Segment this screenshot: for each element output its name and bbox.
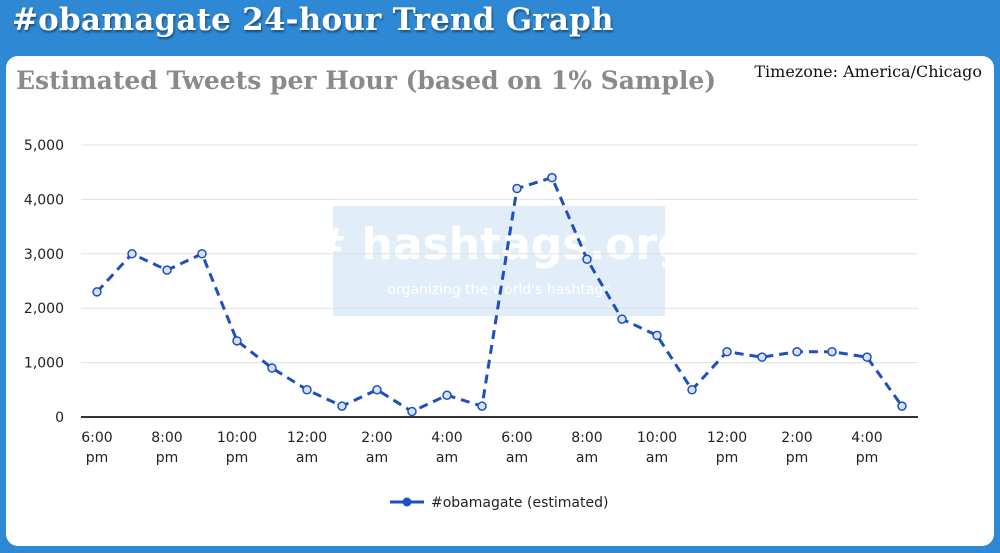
data-point	[897, 401, 907, 411]
data-point	[582, 254, 592, 264]
x-tick-label-suffix: pm	[86, 450, 109, 466]
y-axis-labels: 0 1,000 2,000 3,000 4,000 5,000	[24, 138, 64, 426]
data-point	[407, 406, 417, 417]
x-tick-label: 6:00	[81, 430, 112, 446]
watermark-tagline: organizing the world's hashtags	[387, 282, 610, 298]
chart-panel: Estimated Tweets per Hour (based on 1% S…	[6, 56, 994, 546]
data-point	[232, 336, 242, 346]
data-point	[652, 330, 662, 341]
data-point	[127, 249, 137, 259]
x-tick-label-suffix: am	[366, 450, 388, 466]
x-tick-label: 4:00	[851, 430, 882, 446]
data-point	[372, 385, 382, 395]
x-tick-label: 10:00	[637, 430, 677, 446]
x-tick-label: 6:00	[501, 430, 532, 446]
x-tick-label-suffix: am	[646, 450, 668, 466]
x-tick-label: 12:00	[287, 430, 327, 446]
data-point	[547, 172, 557, 183]
x-tick-label-suffix: pm	[716, 450, 739, 466]
page-title: #obamagate 24-hour Trend Graph	[12, 2, 614, 38]
y-tick-label: 3,000	[24, 247, 64, 263]
x-tick-label-suffix: pm	[226, 450, 249, 466]
x-tick-label: 4:00	[431, 430, 462, 446]
x-tick-label-suffix: pm	[786, 450, 809, 466]
data-point	[442, 390, 452, 400]
y-tick-label: 0	[55, 410, 64, 426]
x-tick-label: 8:00	[151, 430, 182, 446]
series-obamagate	[92, 172, 907, 417]
x-tick-label-suffix: am	[436, 450, 458, 466]
chart-title: Estimated Tweets per Hour (based on 1% S…	[16, 66, 717, 95]
x-tick-label: 8:00	[571, 430, 602, 446]
data-point	[722, 346, 732, 357]
data-point	[757, 352, 767, 362]
watermark-logo: # hashtags.org	[309, 219, 688, 270]
legend-label: #obamagate (estimated)	[431, 495, 608, 511]
timezone-label: Timezone: America/Chicago	[754, 62, 982, 81]
x-tick-label-suffix: am	[296, 450, 318, 466]
data-point	[477, 401, 487, 411]
data-point	[862, 352, 872, 362]
data-point	[617, 314, 627, 324]
legend-marker	[402, 497, 412, 507]
y-tick-label: 5,000	[24, 138, 64, 154]
x-tick-label: 2:00	[781, 430, 812, 446]
x-tick-label: 10:00	[217, 430, 257, 446]
line-chart: # hashtags.org organizing the world's ha…	[24, 138, 918, 511]
grid-lines	[81, 144, 918, 418]
y-tick-label: 4,000	[24, 192, 64, 208]
data-point	[267, 363, 277, 373]
x-tick-label: 2:00	[361, 430, 392, 446]
x-tick-label-suffix: pm	[856, 450, 879, 466]
data-point	[512, 183, 522, 194]
x-tick-label-suffix: am	[506, 450, 528, 466]
x-tick-label-suffix: am	[576, 450, 598, 466]
x-tick-label-suffix: pm	[156, 450, 179, 466]
data-point	[162, 265, 172, 275]
y-tick-label: 2,000	[24, 301, 64, 317]
series-line	[95, 176, 904, 414]
data-point	[92, 287, 102, 297]
data-point	[687, 385, 697, 395]
x-axis-labels: 6:00 pm 8:00 pm 10:00 pm 12:00 am 2:00 am 4:00 am 6:…	[81, 430, 882, 466]
legend: #obamagate (estimated)	[390, 495, 608, 511]
y-tick-label: 1,000	[24, 356, 64, 372]
watermark: # hashtags.org organizing the world's ha…	[309, 206, 689, 316]
x-tick-label: 12:00	[707, 430, 747, 446]
data-point	[337, 401, 347, 411]
data-point	[197, 249, 207, 259]
data-point	[792, 346, 802, 357]
data-point	[827, 346, 837, 357]
data-point	[302, 385, 312, 395]
